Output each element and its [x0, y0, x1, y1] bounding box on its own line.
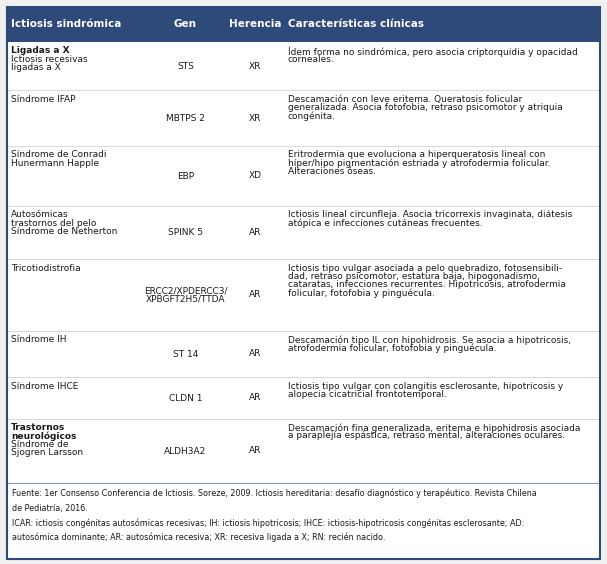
Text: Síndrome IHCE: Síndrome IHCE — [11, 381, 78, 390]
Text: Descamación fina generalizada, eritema e hipohidrosis asociada: Descamación fina generalizada, eritema e… — [288, 423, 580, 433]
Text: Ictiosis tipo vulgar con colangitis esclerosante, hipotricosis y: Ictiosis tipo vulgar con colangitis escl… — [288, 381, 563, 390]
Text: trastornos del pelo: trastornos del pelo — [11, 219, 97, 228]
Text: Ictiosis lineal circunfleja. Asocia tricorrexis invaginata, diátesis: Ictiosis lineal circunfleja. Asocia tric… — [288, 210, 572, 219]
Text: dad, retraso psicomotor, estatura baja, hipogonadismo,: dad, retraso psicomotor, estatura baja, … — [288, 272, 540, 281]
Text: Tricotiodistrofia: Tricotiodistrofia — [11, 263, 81, 272]
Text: cataratas, infecciones recurrentes. Hipotricosis, atrofodermia: cataratas, infecciones recurrentes. Hipo… — [288, 280, 566, 289]
Text: Descamación con leve eritema. Queratosis folicular: Descamación con leve eritema. Queratosis… — [288, 95, 522, 104]
Text: autosómica dominante; AR: autosómica recesiva; XR: recesiva ligada a X; RN: reci: autosómica dominante; AR: autosómica rec… — [12, 533, 385, 543]
Text: alopecia cicatricial frontotemporal.: alopecia cicatricial frontotemporal. — [288, 390, 447, 399]
Text: corneales.: corneales. — [288, 55, 334, 64]
Text: Trastornos: Trastornos — [11, 423, 65, 432]
Bar — [7, 42, 600, 90]
Text: Síndrome de Netherton: Síndrome de Netherton — [11, 227, 117, 236]
Bar — [7, 418, 600, 483]
Text: generalizada. Asocia fotofobia, retraso psicomotor y atriquia: generalizada. Asocia fotofobia, retraso … — [288, 103, 563, 112]
Bar — [7, 483, 600, 559]
Text: de Pediatría, 2016.: de Pediatría, 2016. — [12, 504, 87, 513]
Text: Alteraciones óseas.: Alteraciones óseas. — [288, 167, 376, 176]
Text: AR: AR — [249, 393, 262, 402]
Text: ST 14: ST 14 — [173, 350, 198, 359]
Bar — [7, 377, 600, 418]
Text: Ictiosis sindrómica: Ictiosis sindrómica — [11, 19, 121, 29]
Bar — [7, 331, 600, 377]
Text: Ictiosis tipo vulgar asociada a pelo quebradizo, fotosensibili-: Ictiosis tipo vulgar asociada a pelo que… — [288, 263, 562, 272]
Bar — [7, 146, 600, 206]
Text: SPINK 5: SPINK 5 — [168, 228, 203, 237]
Text: Hunermann Happle: Hunermann Happle — [11, 158, 99, 168]
Text: atrofodermia folicular, fotofobia y pinguécula.: atrofodermia folicular, fotofobia y ping… — [288, 343, 496, 353]
Text: AR: AR — [249, 349, 262, 358]
Text: Gen: Gen — [174, 19, 197, 29]
Text: Síndrome IFAP: Síndrome IFAP — [11, 95, 75, 104]
Text: Eritrodermia que evoluciona a hiperqueratosis lineal con: Eritrodermia que evoluciona a hiperquera… — [288, 150, 545, 159]
Text: Síndrome IH: Síndrome IH — [11, 335, 66, 344]
Text: ICAR: ictiosis congénitas autosómicas recesivas; IH: ictiosis hipotricosis; IHCE: ICAR: ictiosis congénitas autosómicas re… — [12, 518, 524, 528]
Text: Fuente: 1er Consenso Conferencia de Ictiosis. Soreze, 2009. Ictiosis hereditaria: Fuente: 1er Consenso Conferencia de Icti… — [12, 489, 536, 499]
Text: a paraplejía espástica, retraso mental, alteraciones oculares.: a paraplejía espástica, retraso mental, … — [288, 431, 565, 440]
Text: ligadas a X: ligadas a X — [11, 63, 61, 72]
Text: ALDH3A2: ALDH3A2 — [164, 447, 206, 456]
Text: STS: STS — [177, 62, 194, 71]
Text: Características clínicas: Características clínicas — [288, 19, 424, 29]
Text: Sjogren Larsson: Sjogren Larsson — [11, 448, 83, 457]
Bar — [7, 259, 600, 331]
Bar — [7, 7, 600, 42]
Text: MBTPS 2: MBTPS 2 — [166, 114, 205, 123]
Text: EBP: EBP — [177, 171, 194, 180]
Bar — [7, 206, 600, 259]
Text: AR: AR — [249, 447, 262, 456]
Text: AR: AR — [249, 290, 262, 299]
Text: Herencia: Herencia — [229, 19, 282, 29]
Text: XR: XR — [249, 61, 262, 70]
Text: ERCC2/XPDERCC3/: ERCC2/XPDERCC3/ — [144, 287, 227, 296]
Text: Ídem forma no sindrómica, pero asocia criptorquidia y opacidad: Ídem forma no sindrómica, pero asocia cr… — [288, 46, 577, 57]
Bar — [7, 90, 600, 146]
Text: XR: XR — [249, 113, 262, 122]
Text: CLDN 1: CLDN 1 — [169, 394, 202, 403]
Text: neurológicos: neurológicos — [11, 431, 76, 441]
Text: congénita.: congénita. — [288, 112, 336, 121]
Text: Autosómicas: Autosómicas — [11, 210, 69, 219]
Text: Ictiosis recesivas: Ictiosis recesivas — [11, 55, 87, 64]
Text: Síndrome de Conradi: Síndrome de Conradi — [11, 150, 106, 159]
Text: Síndrome de: Síndrome de — [11, 440, 69, 449]
Text: Ligadas a X: Ligadas a X — [11, 46, 70, 55]
Text: híper/hipo pigmentación estriada y atrofodermia folicular.: híper/hipo pigmentación estriada y atrof… — [288, 158, 550, 168]
Text: folicular, fotofobia y pinguécula.: folicular, fotofobia y pinguécula. — [288, 289, 435, 298]
Text: XPBGFT2H5/TTDA: XPBGFT2H5/TTDA — [146, 295, 225, 304]
Text: AR: AR — [249, 228, 262, 237]
Text: Descamación tipo IL con hipohidrosis. Se asocia a hipotricosis,: Descamación tipo IL con hipohidrosis. Se… — [288, 335, 571, 345]
Text: atópica e infecciones cutáneas frecuentes.: atópica e infecciones cutáneas frecuente… — [288, 219, 483, 228]
Text: XD: XD — [249, 171, 262, 180]
